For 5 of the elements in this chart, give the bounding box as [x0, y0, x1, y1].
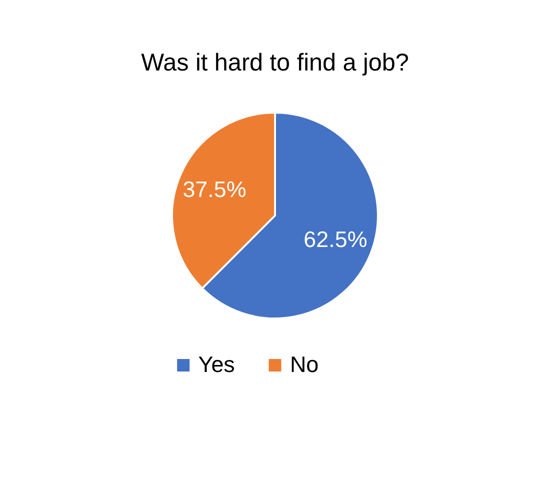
- legend-label: No: [290, 352, 319, 377]
- data-label: 37.5%: [182, 177, 246, 202]
- legend-label: Yes: [198, 352, 235, 377]
- data-label: 62.5%: [304, 227, 368, 252]
- chart-title: Was it hard to find a job?: [141, 50, 409, 77]
